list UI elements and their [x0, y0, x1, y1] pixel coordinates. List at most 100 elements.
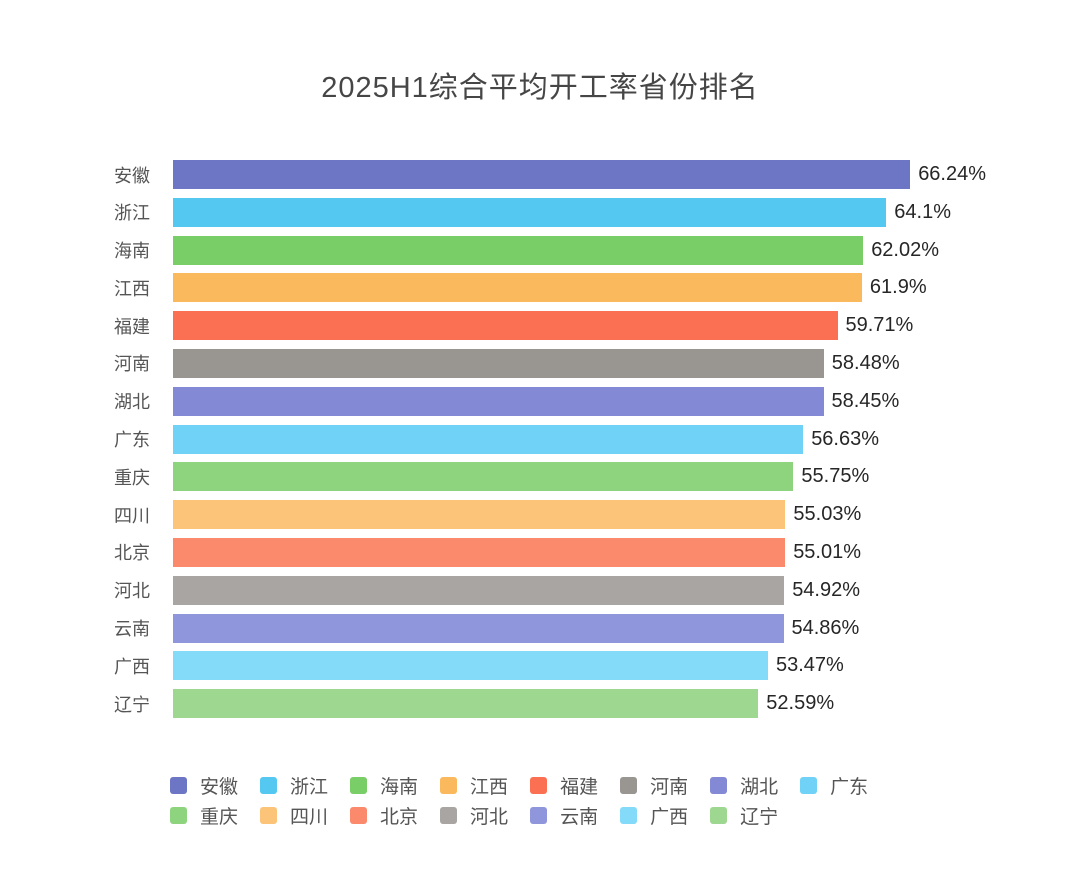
category-label: 北京: [114, 543, 150, 564]
bar[interactable]: [173, 575, 785, 605]
category-label: 辽宁: [114, 694, 150, 715]
legend-marker-icon: [530, 806, 548, 824]
category-label: 云南: [114, 619, 150, 640]
bar-row: 广西 53.47%: [0, 651, 1080, 681]
category-label: 重庆: [114, 467, 150, 488]
bar[interactable]: [173, 537, 786, 567]
value-label: 55.03%: [793, 503, 862, 526]
bar-track: 55.75%: [173, 462, 973, 492]
legend-marker-icon: [440, 776, 458, 794]
legend-marker-icon: [710, 806, 728, 824]
legend-marker-icon: [260, 776, 278, 794]
bar[interactable]: [173, 386, 824, 416]
legend-item[interactable]: 四川: [260, 806, 328, 828]
bar-track: 58.45%: [173, 386, 973, 416]
bar-row: 云南 54.86%: [0, 613, 1080, 643]
category-label: 浙江: [114, 203, 150, 224]
legend-item[interactable]: 云南: [530, 806, 598, 828]
legend-item[interactable]: 海南: [350, 776, 418, 798]
chart-title: 2025H1综合平均开工率省份排名: [321, 72, 759, 104]
legend-item[interactable]: 安徽: [170, 776, 238, 798]
legend-item[interactable]: 重庆: [170, 806, 238, 828]
bar[interactable]: [173, 273, 862, 303]
category-label: 江西: [114, 278, 150, 299]
bar[interactable]: [173, 160, 911, 189]
legend-item[interactable]: 福建: [530, 776, 598, 798]
value-label: 61.9%: [869, 276, 927, 299]
bar-row: 重庆 55.75%: [0, 462, 1080, 492]
value-label: 52.59%: [766, 692, 835, 715]
bar-row: 河北 54.92%: [0, 575, 1080, 605]
bar[interactable]: [173, 500, 786, 530]
legend-label: 河南: [650, 776, 689, 798]
value-label: 58.45%: [831, 389, 900, 412]
bar-track: 52.59%: [173, 689, 973, 719]
legend-label: 湖北: [740, 776, 779, 798]
legend-label: 广东: [830, 776, 869, 798]
value-label: 64.1%: [894, 200, 952, 223]
legend: 安徽 浙江 海南 江西 福建 河南 湖北 广东 重庆 四川 北京: [170, 776, 906, 828]
legend-marker-icon: [710, 776, 728, 794]
legend-item[interactable]: 湖北: [710, 776, 778, 798]
bar[interactable]: [173, 613, 784, 643]
category-label: 广东: [114, 430, 150, 451]
category-label: 四川: [114, 505, 150, 526]
legend-marker-icon: [170, 776, 187, 794]
legend-marker-icon: [350, 776, 368, 794]
bar-track: 55.03%: [173, 500, 973, 530]
bar-row: 河南 58.48%: [0, 348, 1080, 378]
legend-label: 福建: [560, 776, 599, 798]
legend-marker-icon: [530, 776, 548, 794]
legend-label: 辽宁: [740, 806, 779, 828]
category-label: 广西: [114, 656, 150, 677]
value-label: 55.01%: [793, 540, 862, 563]
bar-track: 56.63%: [173, 424, 973, 454]
bar-row: 湖北 58.45%: [0, 386, 1080, 416]
bar[interactable]: [173, 424, 804, 454]
bar[interactable]: [173, 348, 824, 378]
category-label: 福建: [114, 316, 150, 337]
value-label: 53.47%: [776, 654, 844, 677]
bar[interactable]: [173, 651, 768, 681]
legend-label: 海南: [380, 776, 419, 798]
bar[interactable]: [173, 197, 887, 227]
category-label: 安徽: [114, 165, 150, 186]
value-label: 56.63%: [811, 427, 880, 450]
legend-label: 重庆: [200, 806, 239, 828]
bar-row: 北京 55.01%: [0, 537, 1080, 567]
bar[interactable]: [173, 311, 838, 341]
value-label: 62.02%: [871, 238, 940, 261]
legend-label: 四川: [290, 806, 329, 828]
legend-item[interactable]: 江西: [440, 776, 508, 798]
legend-item[interactable]: 广西: [620, 806, 688, 828]
legend-item[interactable]: 浙江: [260, 776, 328, 798]
legend-item[interactable]: 北京: [350, 806, 418, 828]
bar-track: 62.02%: [173, 235, 973, 265]
legend-label: 北京: [380, 806, 419, 828]
bar-track: 64.1%: [173, 197, 973, 227]
legend-item[interactable]: 广东: [800, 776, 868, 798]
value-label: 66.24%: [918, 163, 987, 185]
bar-track: 55.01%: [173, 537, 973, 567]
bar-track: 61.9%: [173, 273, 973, 303]
legend-item[interactable]: 河北: [440, 806, 508, 828]
legend-label: 云南: [560, 806, 599, 828]
bar-track: 58.48%: [173, 348, 973, 378]
bar-track: 54.86%: [173, 613, 973, 643]
legend-marker-icon: [800, 776, 818, 794]
bar-row: 江西 61.9%: [0, 273, 1080, 303]
bar[interactable]: [173, 235, 864, 265]
bar-row: 福建 59.71%: [0, 311, 1080, 341]
bar-row: 海南 62.02%: [0, 235, 1080, 265]
bar[interactable]: [173, 689, 759, 719]
bar[interactable]: [173, 462, 794, 492]
legend-item[interactable]: 河南: [620, 776, 688, 798]
legend-label: 江西: [470, 776, 509, 798]
legend-item[interactable]: 辽宁: [710, 806, 778, 828]
value-label: 54.92%: [792, 578, 861, 601]
bar-row: 浙江 64.1%: [0, 197, 1080, 227]
category-label: 海南: [114, 241, 150, 262]
plot-area: 安徽 66.24% 浙江 64.1% 海南 62.02% 江西 61.9% 福建…: [0, 160, 1080, 719]
category-label: 河北: [114, 581, 150, 602]
